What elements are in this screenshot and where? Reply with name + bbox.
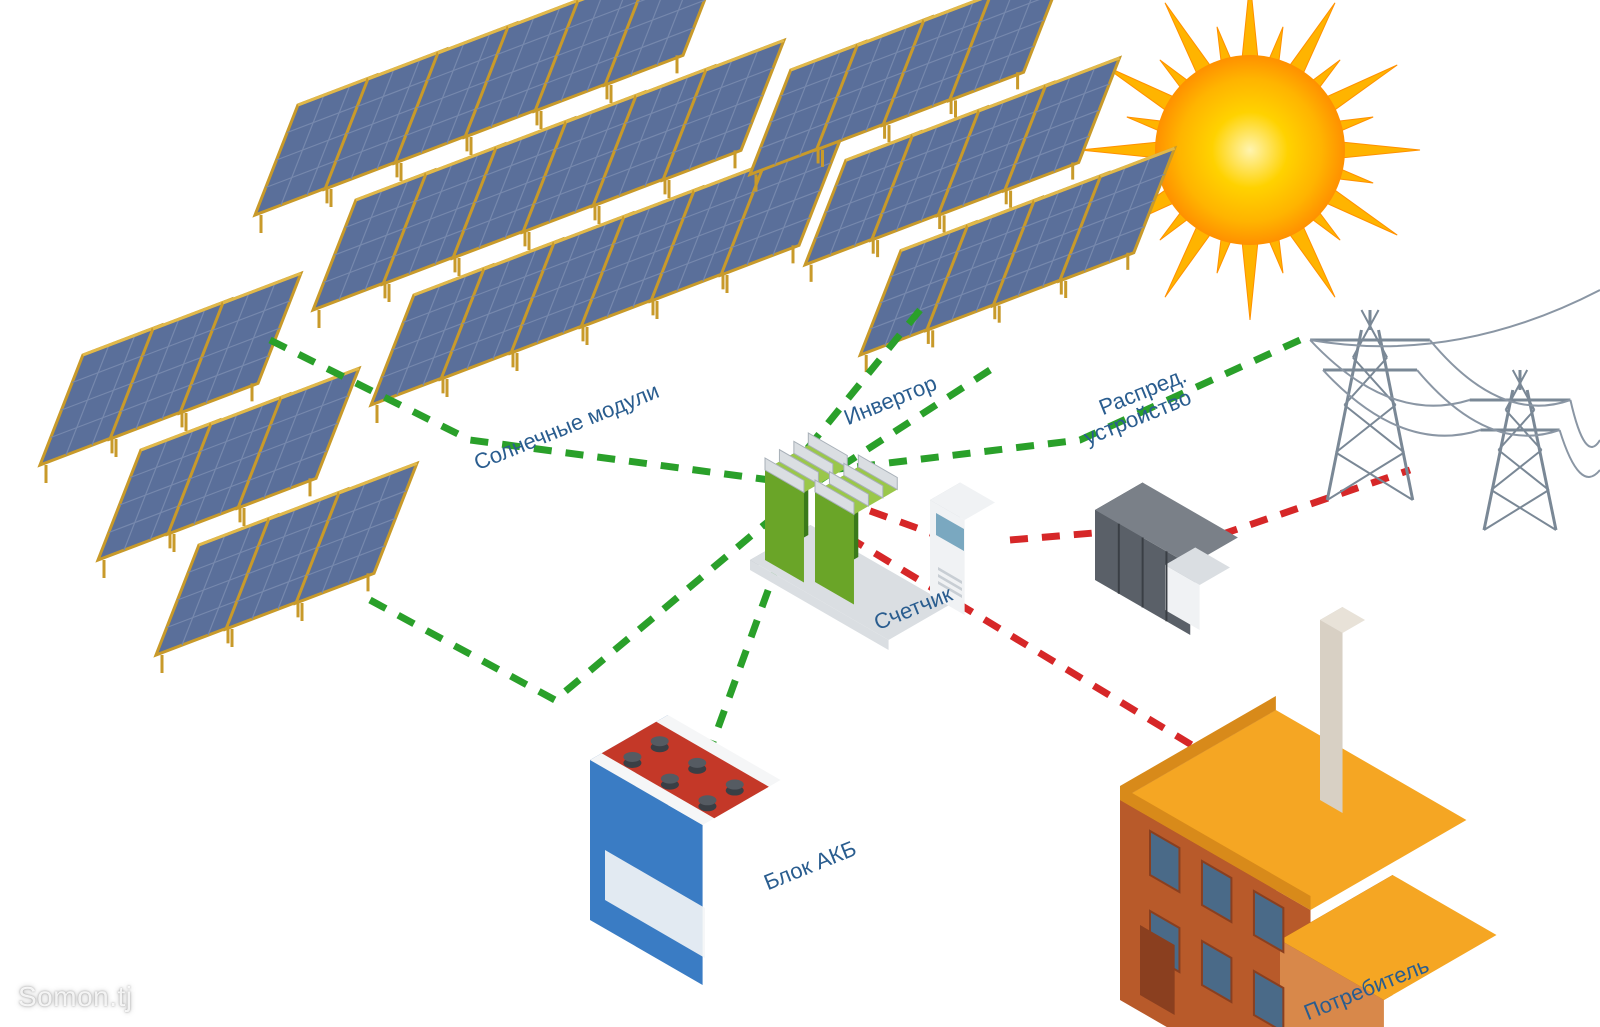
diagram-stage: Солнечные модули Инвертор Распред. устро… bbox=[0, 0, 1600, 1027]
watermark: Somon.tj bbox=[18, 981, 133, 1013]
